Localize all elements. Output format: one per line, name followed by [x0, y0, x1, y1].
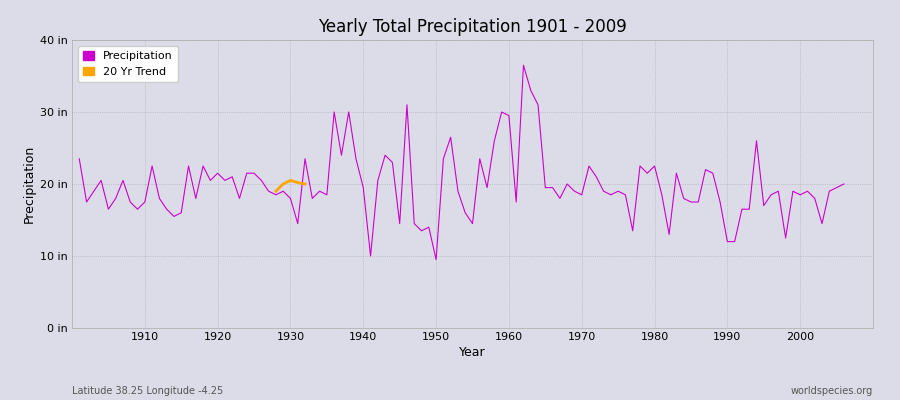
- Legend: Precipitation, 20 Yr Trend: Precipitation, 20 Yr Trend: [77, 46, 178, 82]
- Y-axis label: Precipitation: Precipitation: [22, 145, 36, 223]
- Text: worldspecies.org: worldspecies.org: [791, 386, 873, 396]
- Title: Yearly Total Precipitation 1901 - 2009: Yearly Total Precipitation 1901 - 2009: [318, 18, 627, 36]
- X-axis label: Year: Year: [459, 346, 486, 359]
- Text: Latitude 38.25 Longitude -4.25: Latitude 38.25 Longitude -4.25: [72, 386, 223, 396]
